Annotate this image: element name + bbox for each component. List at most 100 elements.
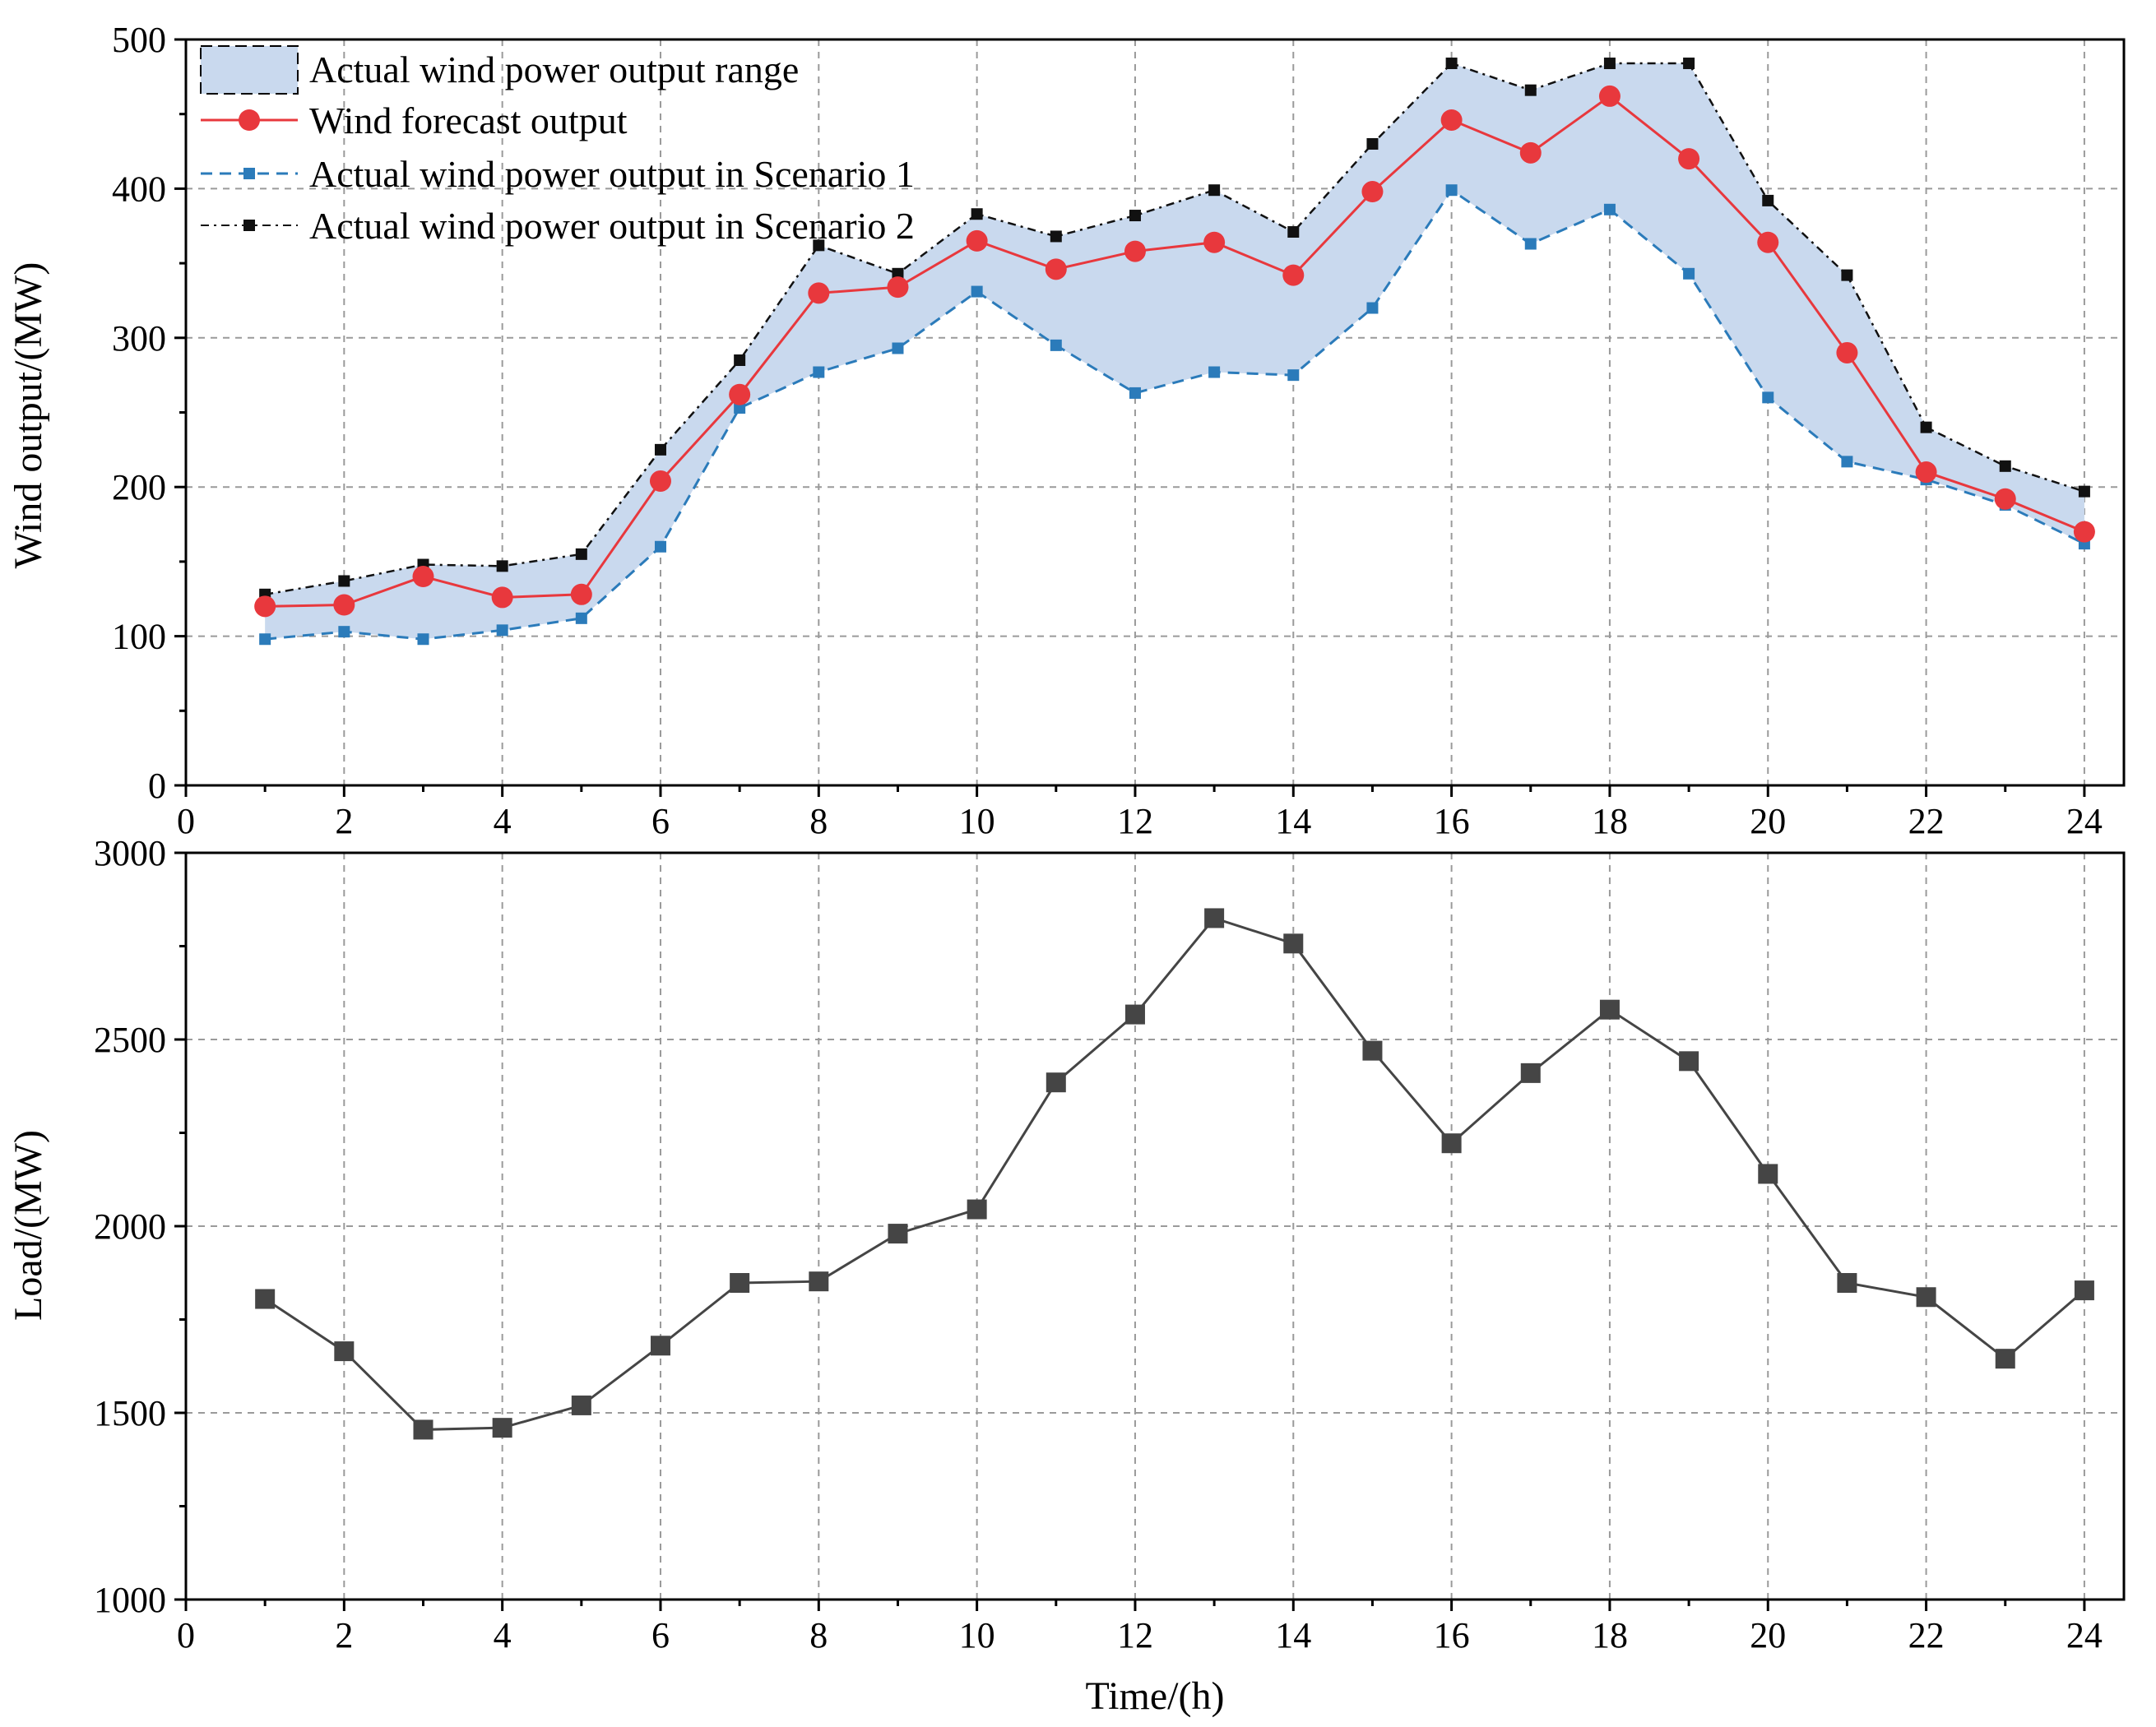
load-point [650,1336,670,1356]
load-point [1362,1040,1383,1061]
load-chart-series [255,908,2094,1440]
wind-chart-series [254,58,2095,646]
scenario1-point [575,612,587,624]
forecast-point [1757,231,1779,253]
y-tick-label: 2500 [94,1020,166,1060]
scenario1-point [1287,369,1300,382]
legend-scenario2-marker [243,220,255,231]
scenario1-point [496,624,508,637]
x-tick-label: 24 [2066,1615,2103,1655]
load-point [2074,1280,2094,1301]
x-tick-label: 12 [1117,1615,1153,1655]
x-tick-label: 22 [1908,801,1945,841]
legend-scenario1-label: Actual wind power output in Scenario 1 [309,153,915,195]
forecast-point [1678,148,1700,170]
scenario2-point [1050,230,1062,243]
x-tick-label: 4 [494,801,512,841]
load-point [888,1224,908,1244]
scenario2-point [1920,421,1932,433]
forecast-point [1282,264,1305,286]
x-tick-label: 8 [809,1615,828,1655]
scenario2-point [971,208,983,220]
scenario1-point [1683,267,1695,280]
scenario1-point [1841,456,1853,468]
scenario2-point [1999,460,2011,472]
legend-forecast-label: Wind forecast output [309,100,628,141]
x-tick-label: 6 [651,801,670,841]
scenario1-point [259,633,271,646]
x-tick-label: 16 [1434,1615,1470,1655]
scenario1-point [1050,339,1062,351]
scenario2-point [575,548,587,560]
y-tick-label: 200 [112,467,166,507]
scenario2-point [1762,194,1774,206]
forecast-point [1045,258,1067,280]
wind-chart-y-axis-label: Wind output/(MW) [7,262,50,569]
load-point [1995,1349,2015,1369]
wind-chart-legend: Actual wind power output range Wind fore… [200,45,915,247]
y-tick-label: 100 [112,617,166,657]
forecast-point [570,583,592,605]
forecast-point [1994,488,2016,510]
forecast-point [1361,181,1384,203]
scenario2-point [734,354,746,367]
forecast-point [1124,240,1146,262]
load-point [1837,1273,1857,1294]
y-tick-label: 1500 [94,1393,166,1433]
x-tick-label: 0 [177,801,195,841]
forecast-point [1440,109,1463,131]
scenario1-point [971,285,983,298]
y-tick-label: 500 [112,20,166,60]
scenario2-point [1683,58,1695,70]
x-tick-label: 2 [335,801,353,841]
legend-forecast-marker [239,109,260,131]
x-tick-label: 10 [959,801,995,841]
scenario1-point [1603,203,1616,215]
legend-range-swatch [200,45,299,95]
scenario2-point [1208,184,1221,197]
x-tick-label: 8 [809,801,828,841]
scenario1-point [417,633,429,646]
y-tick-label: 1000 [94,1580,166,1620]
forecast-point [1915,461,1937,484]
forecast-point [333,594,355,616]
x-tick-label: 16 [1434,801,1470,841]
scenario1-point [654,540,666,553]
load-point [967,1199,987,1220]
x-tick-label: 18 [1592,801,1628,841]
forecast-point [887,276,909,299]
legend-scenario2-label: Actual wind power output in Scenario 2 [309,205,915,247]
load-chart: 0 2 4 6 8 10 12 14 16 18 20 22 241000150020002500300… [7,833,2126,1718]
scenario1-point [1208,366,1221,378]
forecast-point [412,566,434,588]
load-point [255,1289,276,1309]
load-point [571,1395,591,1415]
forecast-line [265,95,2085,608]
forecast-point [1836,341,1858,363]
scenario1-point [734,402,746,414]
scenario1-point [1524,238,1537,250]
scenario1-line [265,188,2085,641]
legend-range-label: Actual wind power output range [309,49,799,90]
load-point [1283,933,1304,954]
scenario1-point [1129,387,1141,399]
x-tick-label: 12 [1117,801,1153,841]
scenario2-point [1287,226,1300,238]
scenario2-point [813,239,825,252]
x-tick-label: 24 [2066,801,2103,841]
x-tick-label: 20 [1750,1615,1786,1655]
x-tick-label: 22 [1908,1615,1945,1655]
load-point [1916,1287,1936,1308]
scenario2-point [1603,58,1616,70]
forecast-point [808,282,830,304]
load-line [264,916,2085,1431]
load-point [1758,1164,1778,1184]
scenario2-point [892,267,904,280]
scenario2-point [1524,84,1537,96]
x-tick-label: 6 [651,1615,670,1655]
actual-wind-output-range-area [265,63,2084,640]
y-tick-label: 0 [148,766,166,806]
